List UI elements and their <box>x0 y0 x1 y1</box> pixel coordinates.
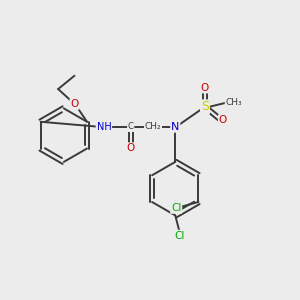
Text: NH: NH <box>97 122 111 132</box>
Text: O: O <box>201 82 209 93</box>
Text: Cl: Cl <box>171 203 181 213</box>
Text: CH₂: CH₂ <box>145 122 161 131</box>
Text: C: C <box>128 122 134 131</box>
Text: CH₃: CH₃ <box>226 98 242 107</box>
Text: Cl: Cl <box>175 231 185 241</box>
Text: N: N <box>171 122 179 132</box>
Text: S: S <box>201 100 209 113</box>
Text: O: O <box>70 99 79 109</box>
Text: O: O <box>219 115 227 125</box>
Text: O: O <box>127 143 135 153</box>
